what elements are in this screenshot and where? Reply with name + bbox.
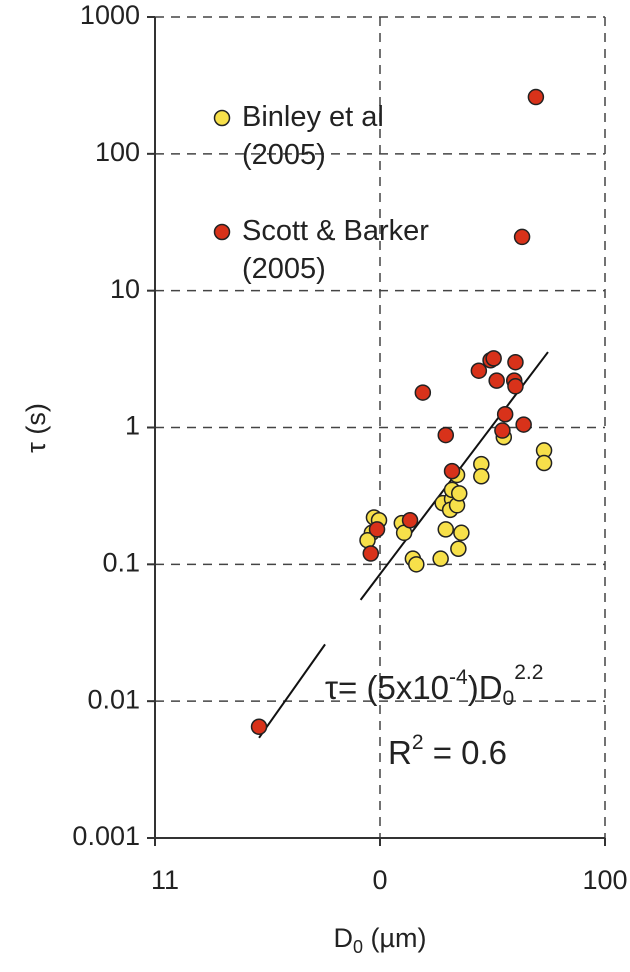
- y-tick-label: 1: [125, 411, 140, 441]
- y-tick-label: 0.01: [87, 684, 140, 714]
- y-tick-label: 1000: [80, 0, 140, 30]
- point: [485, 350, 502, 367]
- legend-label: Binley et al (2005): [242, 101, 384, 171]
- legend-marker: [213, 223, 231, 241]
- y-tick-label: 10: [110, 274, 140, 304]
- point: [443, 462, 461, 480]
- point: [408, 556, 425, 573]
- point: [401, 511, 419, 529]
- point: [513, 228, 531, 246]
- y-tick-label: 100: [95, 137, 140, 167]
- x-axis-label-part: D: [333, 923, 353, 953]
- x-tick-label: 11: [151, 865, 179, 895]
- point: [432, 550, 449, 567]
- x-axis-label: D0 (µm): [333, 923, 426, 957]
- point: [488, 372, 505, 389]
- r2-sup: 2: [412, 731, 424, 754]
- equation-sup: -4: [449, 666, 468, 689]
- point: [515, 416, 532, 433]
- equation-sub: 0: [503, 687, 515, 710]
- legend-marker: [213, 109, 231, 127]
- x-tick-label: 100: [582, 865, 627, 895]
- r-squared: R2 = 0.6: [388, 731, 507, 771]
- point: [453, 524, 470, 542]
- r2-part: = 0.6: [424, 734, 507, 771]
- point: [450, 540, 467, 557]
- point: [368, 521, 386, 538]
- fit-line: [258, 643, 326, 739]
- equation-part: τ= (5x10: [325, 669, 449, 706]
- x-axis-label-sub: 0: [353, 937, 363, 957]
- point: [362, 545, 380, 562]
- point: [414, 384, 432, 401]
- point: [437, 521, 455, 538]
- x-axis-label-part: (µm): [363, 923, 427, 953]
- equation-part: )D: [468, 669, 503, 706]
- r2-part: R: [388, 734, 412, 771]
- point: [450, 485, 468, 502]
- x-tick-label: 0: [372, 865, 387, 895]
- equation: τ= (5x10-4)D0 2.2: [325, 661, 543, 710]
- point: [473, 468, 490, 485]
- point: [507, 378, 524, 395]
- point: [470, 362, 488, 379]
- point: [437, 426, 455, 444]
- point: [494, 422, 511, 439]
- point: [496, 405, 514, 423]
- y-tick-label: 0.1: [102, 547, 140, 577]
- y-tick-label: 0.001: [72, 821, 140, 851]
- point: [507, 353, 524, 371]
- point: [527, 88, 545, 106]
- point: [535, 454, 553, 472]
- legend-label: Scott & Barker (2005): [242, 215, 429, 285]
- point: [250, 718, 268, 736]
- y-axis-label: τ (s): [21, 403, 51, 453]
- equation-sup: 2.2: [514, 661, 543, 684]
